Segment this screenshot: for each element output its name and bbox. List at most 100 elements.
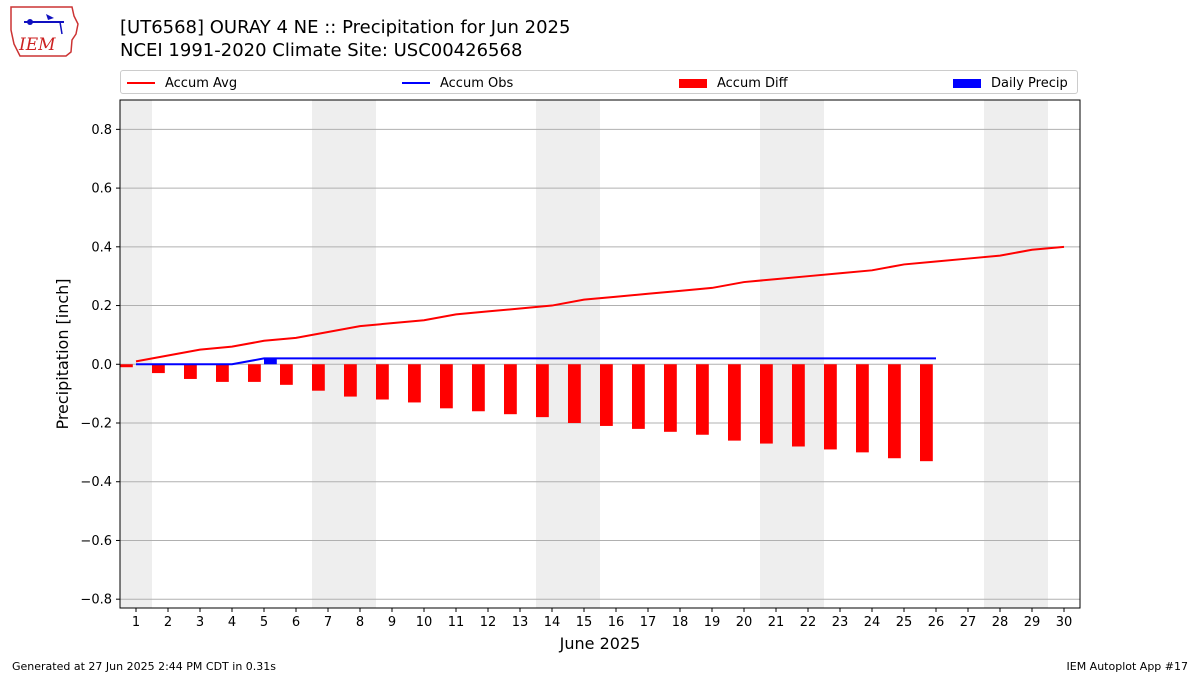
- x-tick-label: 1: [132, 615, 140, 630]
- accum-diff-bar: [568, 364, 581, 424]
- x-tick-label: 19: [704, 615, 721, 630]
- accum-diff-bar: [312, 364, 325, 391]
- y-tick-label: −0.4: [80, 475, 112, 490]
- accum-diff-bar: [536, 364, 549, 418]
- app-footer: IEM Autoplot App #17: [1066, 660, 1189, 673]
- legend-item-accum-obs: Accum Obs: [402, 74, 513, 92]
- weekend-shade-day-1: [120, 100, 152, 608]
- legend-item-accum-avg: Accum Avg: [127, 74, 237, 92]
- y-tick-label: −0.6: [80, 534, 112, 549]
- accum-diff-bar: [472, 364, 485, 412]
- x-tick-label: 21: [768, 615, 785, 630]
- logo-text: IEM: [18, 35, 56, 55]
- daily-precip-bar: [264, 358, 277, 365]
- accum-diff-bar: [344, 364, 357, 397]
- weekend-shade-day-22: [792, 100, 824, 608]
- legend-item-accum-diff: Accum Diff: [679, 74, 788, 92]
- accum-diff-bar: [920, 364, 933, 462]
- x-tick-label: 6: [292, 615, 300, 630]
- x-tick-label: 14: [544, 615, 561, 630]
- accum-diff-bar: [152, 364, 165, 374]
- x-tick-label: 8: [356, 615, 364, 630]
- legend-item-daily-precip: Daily Precip: [953, 74, 1068, 92]
- legend-label-daily-precip: Daily Precip: [991, 75, 1068, 91]
- plot-frame: [119, 99, 1081, 609]
- legend-label-accum-obs: Accum Obs: [440, 75, 514, 91]
- y-tick-label: 0.4: [91, 240, 112, 255]
- legend-label-accum-diff: Accum Diff: [717, 75, 788, 91]
- accum-diff-bar: [728, 364, 741, 441]
- x-tick-label: 24: [864, 615, 881, 630]
- x-tick-label: 16: [608, 615, 625, 630]
- accum-diff-bar: [792, 364, 805, 447]
- y-tick-label: 0.2: [91, 299, 112, 314]
- weekend-shade-day-29: [1016, 100, 1048, 608]
- accum-diff-bar: [184, 364, 197, 379]
- chart-title: [UT6568] OURAY 4 NE :: Precipitation for…: [120, 17, 571, 38]
- weekend-shade-day-7: [312, 100, 344, 608]
- y-tick-label: 0.8: [91, 123, 112, 138]
- accum-diff-bar: [664, 364, 677, 432]
- x-tick-label: 3: [196, 615, 204, 630]
- x-tick-label: 22: [800, 615, 817, 630]
- y-tick-label: −0.8: [80, 593, 112, 608]
- x-tick-label: 30: [1056, 615, 1073, 630]
- legend-swatch-accum-obs: [402, 82, 430, 84]
- x-tick-label: 9: [388, 615, 396, 630]
- y-axis-label: Precipitation [inch]: [53, 278, 72, 429]
- chart-legend: Accum Avg Accum Obs Accum Diff Daily Pre…: [120, 70, 1078, 94]
- legend-swatch-accum-diff: [679, 78, 707, 88]
- accum-diff-bar: [376, 364, 389, 400]
- accum-diff-bar: [696, 364, 709, 435]
- weekend-shade-day-28: [984, 100, 1016, 608]
- generated-footer: Generated at 27 Jun 2025 2:44 PM CDT in …: [12, 660, 277, 673]
- y-tick-label: 0.0: [91, 358, 112, 373]
- x-tick-label: 13: [512, 615, 529, 630]
- x-tick-label: 25: [896, 615, 913, 630]
- x-tick-label: 12: [480, 615, 497, 630]
- x-tick-label: 26: [928, 615, 945, 630]
- legend-label-accum-avg: Accum Avg: [165, 75, 238, 91]
- accum-diff-bar: [120, 364, 133, 368]
- accum-diff-bar: [440, 364, 453, 409]
- accum-diff-bar: [216, 364, 229, 382]
- weekend-shade-day-21: [760, 100, 792, 608]
- legend-swatch-daily-precip: [953, 78, 981, 88]
- weekend-shade-day-8: [344, 100, 376, 608]
- x-tick-label: 11: [448, 615, 465, 630]
- accum-diff-bar: [856, 364, 869, 453]
- weekend-shade-day-15: [568, 100, 600, 608]
- x-tick-label: 4: [228, 615, 236, 630]
- x-tick-label: 17: [640, 615, 657, 630]
- accum-avg-line: [135, 245, 1065, 363]
- x-tick-label: 20: [736, 615, 753, 630]
- x-tick-label: 29: [1024, 615, 1041, 630]
- iem-logo: IEM: [10, 6, 79, 57]
- x-tick-label: 2: [164, 615, 172, 630]
- x-tick-label: 7: [324, 615, 332, 630]
- iowa-state-outline: [10, 6, 79, 57]
- accum-obs-line: [136, 357, 936, 366]
- accum-diff-bar: [824, 364, 837, 450]
- x-tick-label: 15: [576, 615, 593, 630]
- accum-diff-bar: [888, 364, 901, 459]
- accum-diff-bar: [280, 364, 293, 385]
- y-tick-label: −0.2: [80, 417, 112, 432]
- weekend-shade-day-14: [536, 100, 568, 608]
- x-tick-label: 5: [260, 615, 268, 630]
- chart-subtitle: NCEI 1991-2020 Climate Site: USC00426568: [120, 40, 523, 61]
- accum-diff-bar: [632, 364, 645, 429]
- accum-diff-bar: [760, 364, 773, 444]
- x-tick-label: 28: [992, 615, 1009, 630]
- accum-diff-bar: [248, 364, 261, 382]
- accum-diff-bar: [504, 364, 517, 415]
- x-tick-label: 18: [672, 615, 689, 630]
- x-tick-label: 23: [832, 615, 849, 630]
- x-tick-label: 10: [416, 615, 433, 630]
- legend-swatch-accum-avg: [127, 82, 155, 84]
- accum-diff-bar: [408, 364, 421, 403]
- x-tick-label: 27: [960, 615, 977, 630]
- x-axis-label: June 2025: [559, 634, 641, 653]
- y-tick-label: 0.6: [91, 182, 112, 197]
